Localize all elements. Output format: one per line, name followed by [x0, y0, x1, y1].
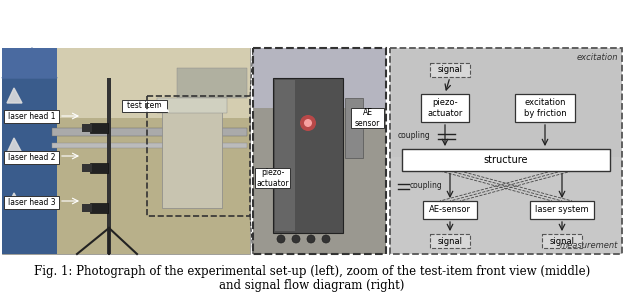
Bar	[82, 124, 92, 132]
Text: signal: signal	[438, 65, 462, 75]
Bar	[90, 163, 108, 173]
Bar	[52, 143, 247, 148]
Bar	[421, 94, 469, 122]
Bar	[253, 48, 386, 254]
Bar	[430, 63, 470, 77]
Polygon shape	[7, 193, 22, 208]
Bar	[147, 96, 250, 216]
Text: signal: signal	[549, 237, 574, 245]
Bar	[82, 204, 92, 212]
Text: excitation: excitation	[576, 53, 618, 62]
Text: AE
sensor: AE sensor	[355, 108, 380, 128]
Text: coupling: coupling	[410, 181, 442, 191]
Bar	[122, 100, 167, 112]
Bar	[82, 164, 92, 172]
Bar	[530, 201, 594, 219]
Circle shape	[307, 235, 315, 243]
Bar	[515, 94, 575, 122]
Text: signal: signal	[438, 237, 462, 245]
Bar	[275, 80, 295, 231]
Text: laser head 1: laser head 1	[8, 112, 55, 121]
Text: piezo-
actuator: piezo- actuator	[256, 168, 289, 188]
Bar	[273, 78, 343, 233]
Bar	[2, 48, 57, 78]
Circle shape	[322, 235, 330, 243]
Circle shape	[300, 115, 316, 131]
Bar	[2, 78, 57, 254]
Bar	[2, 48, 250, 254]
Bar	[2, 48, 250, 118]
Text: test item: test item	[127, 102, 162, 111]
Bar	[255, 168, 290, 188]
Text: piezo-
actuator: piezo- actuator	[428, 98, 462, 118]
Text: laser system: laser system	[535, 205, 589, 215]
Bar	[430, 234, 470, 248]
Bar	[4, 110, 59, 123]
Polygon shape	[7, 138, 22, 153]
Bar	[4, 196, 59, 209]
Bar	[90, 203, 108, 213]
Text: AE-sensor: AE-sensor	[429, 205, 471, 215]
Bar	[423, 201, 477, 219]
Text: coupling: coupling	[398, 132, 431, 141]
Circle shape	[292, 235, 300, 243]
Polygon shape	[2, 48, 57, 78]
Bar	[52, 128, 247, 136]
Text: structure: structure	[484, 155, 528, 165]
Bar	[542, 234, 582, 248]
Circle shape	[277, 235, 285, 243]
Text: laser head 3: laser head 3	[8, 198, 56, 207]
Text: measurement: measurement	[559, 241, 618, 250]
Bar	[253, 48, 386, 108]
Bar	[402, 149, 610, 171]
Bar	[351, 108, 384, 128]
Bar	[162, 108, 222, 208]
Bar	[177, 68, 247, 98]
Text: Fig. 1: Photograph of the experimental set-up (left), zoom of the test-item fron: Fig. 1: Photograph of the experimental s…	[34, 265, 590, 278]
Text: laser head 2: laser head 2	[8, 153, 55, 162]
Bar	[4, 151, 59, 164]
Circle shape	[304, 119, 312, 127]
Bar	[90, 123, 108, 133]
Bar	[157, 98, 227, 113]
Text: and signal flow diagram (right): and signal flow diagram (right)	[219, 279, 405, 292]
Bar	[107, 78, 111, 254]
Bar	[345, 98, 363, 158]
Bar	[390, 48, 622, 254]
Bar	[253, 48, 386, 254]
Polygon shape	[7, 88, 22, 103]
Text: excitation
by friction: excitation by friction	[524, 98, 566, 118]
Bar	[392, 50, 620, 157]
